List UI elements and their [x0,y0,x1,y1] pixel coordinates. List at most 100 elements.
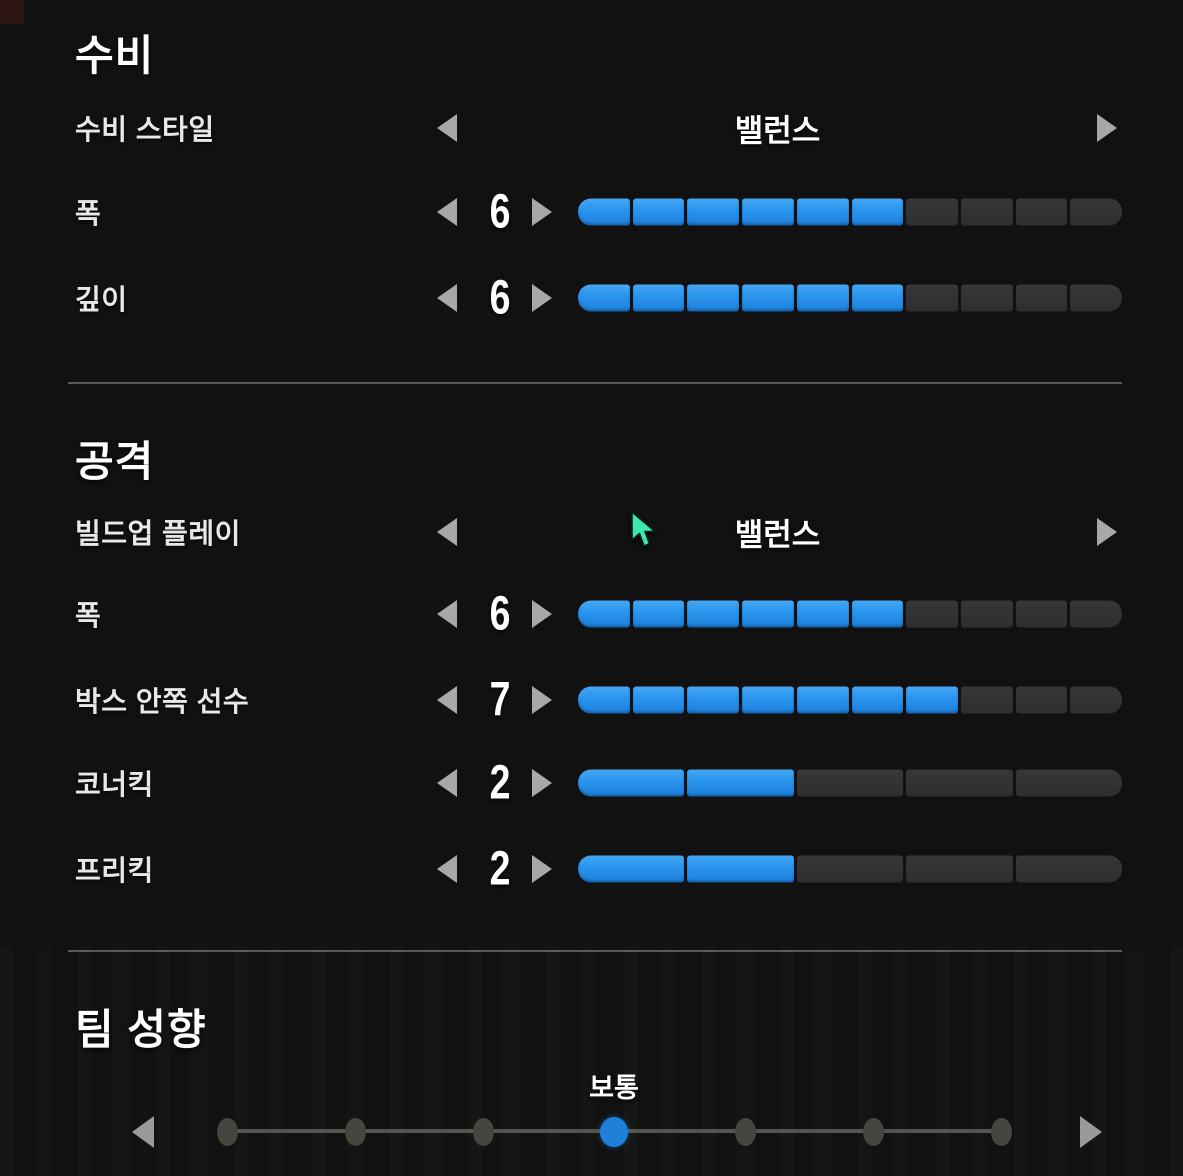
arrow-left-icon[interactable] [437,518,457,546]
bar-segment[interactable] [851,600,904,628]
segment-bar[interactable] [578,198,1123,226]
bar-segment[interactable] [796,686,849,714]
mentality-dot[interactable] [735,1118,757,1146]
arrow-left-icon[interactable] [437,769,457,797]
bar-segment[interactable] [906,600,958,628]
mentality-dot[interactable] [217,1118,238,1146]
section-divider [68,950,1122,952]
segment-bar[interactable] [578,686,1123,714]
bar-segment[interactable] [851,198,904,226]
bar-segment[interactable] [1070,686,1123,714]
mentality-dot[interactable] [990,1118,1012,1146]
bar-segment[interactable] [687,686,740,714]
bar-segment[interactable] [1015,686,1068,714]
arrow-left-icon[interactable] [437,855,457,883]
bar-segment[interactable] [632,198,685,226]
arrow-right-icon[interactable] [1080,1116,1102,1148]
defense-style-value: 밸런스 [734,113,821,149]
mentality-dot-selected[interactable] [600,1117,629,1147]
bar-segment[interactable] [632,600,685,628]
arrow-left-icon[interactable] [437,198,457,226]
segment-bar[interactable] [578,855,1123,883]
bar-segment[interactable] [906,855,1013,883]
bar-segment[interactable] [960,198,1013,226]
bar-segment[interactable] [687,855,794,883]
bar-segment[interactable] [742,600,794,628]
arrow-left-icon[interactable] [437,284,457,312]
bar-segment[interactable] [632,284,685,312]
setting-value: 2 [489,842,511,896]
arrow-right-icon[interactable] [532,600,552,628]
bar-segment[interactable] [742,284,794,312]
mentality-section-title: 팀 성향 [75,1006,207,1053]
bar-segment[interactable] [578,284,630,312]
bar-segment[interactable] [1015,198,1068,226]
arrow-left-icon[interactable] [437,600,457,628]
corner-kick-row: 코너킥 2 [0,755,1183,811]
arrow-right-icon[interactable] [532,686,552,714]
setting-label: 폭 [75,600,102,631]
setting-label: 폭 [75,198,102,229]
bar-segment[interactable] [687,769,794,797]
bar-segment[interactable] [1015,284,1068,312]
arrow-right-icon[interactable] [532,198,552,226]
mouse-cursor-icon [631,511,656,547]
bar-segment[interactable] [1015,769,1123,797]
segment-bar[interactable] [578,284,1123,312]
bar-segment[interactable] [578,600,630,628]
bar-segment[interactable] [578,198,630,226]
bar-segment[interactable] [960,284,1013,312]
setting-value: 7 [489,673,511,727]
bar-segment[interactable] [578,686,630,714]
segment-bar[interactable] [578,769,1123,797]
defense-style-row: 수비 스타일 밸런스 [0,100,1183,156]
bar-segment[interactable] [906,686,958,714]
setting-label: 프리킥 [75,855,154,886]
mentality-value-label: 보통 [589,1073,639,1103]
bar-segment[interactable] [742,686,794,714]
segment-bar[interactable] [578,600,1123,628]
mentality-dot[interactable] [863,1118,885,1146]
arrow-right-icon[interactable] [1097,518,1117,546]
bar-segment[interactable] [796,855,904,883]
bar-segment[interactable] [796,284,849,312]
bar-segment[interactable] [1015,600,1068,628]
setting-value: 6 [489,271,511,325]
mentality-dot[interactable] [344,1118,366,1146]
arrow-right-icon[interactable] [532,855,552,883]
arrow-left-icon[interactable] [437,114,457,142]
arrow-right-icon[interactable] [532,769,552,797]
mentality-dot[interactable] [472,1118,494,1146]
bar-segment[interactable] [687,600,740,628]
grass-background-texture [0,946,1183,1176]
bar-segment[interactable] [906,769,1013,797]
bar-segment[interactable] [1070,284,1123,312]
buildup-play-label: 빌드업 플레이 [75,518,241,549]
bar-segment[interactable] [742,198,794,226]
arrow-left-icon[interactable] [132,1116,154,1148]
bar-segment[interactable] [796,198,849,226]
bar-segment[interactable] [796,600,849,628]
bar-segment[interactable] [796,769,904,797]
arrow-left-icon[interactable] [437,686,457,714]
arrow-right-icon[interactable] [532,284,552,312]
bar-segment[interactable] [851,284,904,312]
bar-segment[interactable] [1015,855,1123,883]
bar-segment[interactable] [687,284,740,312]
bar-segment[interactable] [578,855,685,883]
bar-segment[interactable] [1070,600,1123,628]
setting-value: 6 [489,587,511,641]
bar-segment[interactable] [687,198,740,226]
bar-segment[interactable] [960,686,1013,714]
bar-segment[interactable] [906,198,958,226]
buildup-play-row: 빌드업 플레이 밸런스 [0,504,1183,560]
arrow-right-icon[interactable] [1097,114,1117,142]
bar-segment[interactable] [1070,198,1123,226]
bar-segment[interactable] [960,600,1013,628]
bar-segment[interactable] [632,686,685,714]
bar-segment[interactable] [906,284,958,312]
bar-segment[interactable] [851,686,904,714]
bar-segment[interactable] [578,769,685,797]
mentality-slider[interactable] [217,1116,1012,1148]
